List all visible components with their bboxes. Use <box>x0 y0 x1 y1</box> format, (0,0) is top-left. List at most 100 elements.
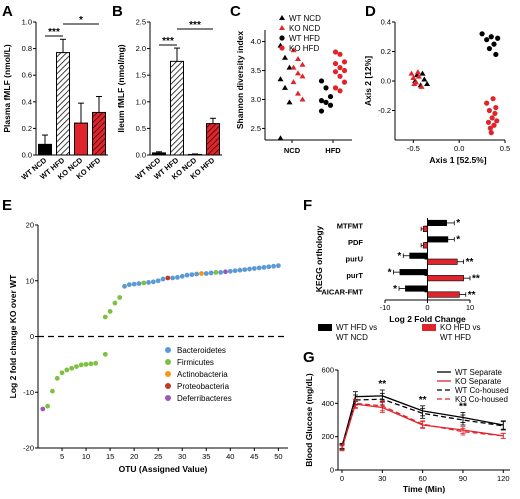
d-point <box>486 45 493 52</box>
e-point <box>78 362 84 368</box>
b-bar-wt-hfd <box>170 60 184 156</box>
e-x-tick-label: 20 <box>130 452 138 461</box>
f-significance-star: * <box>393 284 397 295</box>
f-category-label: AICAR-FMT <box>321 287 363 296</box>
d-point <box>424 80 431 86</box>
g-legend-label: WT Co-housed <box>455 386 509 395</box>
c-point <box>337 73 343 79</box>
d-x-tick-label: 0.5 <box>500 144 510 153</box>
e-point <box>50 388 55 394</box>
g-x-tick-label: 30 <box>378 474 386 483</box>
e-point <box>136 281 142 286</box>
a-y-axis-label: Plasma fMLF (nmol/L) <box>2 44 12 132</box>
panel-d-pcoa-chart: -0.2 0.0 0.2 0.4 -0.5 0.0 0.5 Axis 1 [52.5%] Axi… <box>363 18 510 166</box>
c-point <box>290 47 297 53</box>
e-point <box>223 269 228 275</box>
d-point <box>485 119 492 125</box>
c-point <box>341 59 348 65</box>
a-significance-star: *** <box>48 27 60 38</box>
a-y-tick-label: 0.4 <box>22 97 32 106</box>
g-legend-label: WT Separate <box>455 368 503 377</box>
e-point <box>150 279 156 285</box>
f-x-tick-label: 10 <box>466 303 474 312</box>
c-point <box>290 79 297 85</box>
b-bar-wt-ncd <box>152 152 166 156</box>
c-point <box>337 65 343 71</box>
e-y-tick-label: 10 <box>26 276 34 285</box>
panel-label-c: C <box>230 3 241 20</box>
e-x-tick-label: 30 <box>178 452 186 461</box>
e-point <box>45 403 51 409</box>
b-y-tick-label: 0.5 <box>136 124 146 133</box>
d-point <box>493 104 499 111</box>
a-bar-ko-hfd <box>92 111 106 156</box>
c-legend-marker <box>279 25 285 30</box>
g-y-axis-label: Blood Glucose (mg/dL) <box>304 373 314 467</box>
b-y-axis-label: Ileum fMLF (nmol/mg) <box>116 44 126 132</box>
f-significance-star: * <box>456 218 460 229</box>
f-legend-label: WT HFD <box>440 333 471 342</box>
f-legend-label: WT HFD vs <box>336 323 377 332</box>
e-y-axis-label: Log 2 fold change KO over WT <box>8 274 18 399</box>
f-bar-wt <box>399 269 428 276</box>
f-bar-ko <box>427 275 464 282</box>
d-point <box>415 73 422 79</box>
e-x-axis-label: OTU (Assigned Value) <box>119 464 208 474</box>
e-point <box>160 276 166 282</box>
e-point <box>213 269 219 275</box>
e-point <box>102 351 108 357</box>
c-point <box>318 98 325 104</box>
g-y-tick-label: 200 <box>321 432 334 441</box>
f-significance-star: ** <box>468 290 476 301</box>
f-bar-wt <box>405 285 428 292</box>
f-significance-star: * <box>388 267 392 278</box>
e-point <box>242 267 248 272</box>
e-point <box>189 272 195 278</box>
c-y-tick-label: 3.5 <box>251 66 261 75</box>
f-x-axis-label: Log 2 Fold Change <box>389 314 466 324</box>
c-point <box>332 69 339 75</box>
e-legend-marker <box>165 371 171 377</box>
c-point <box>327 102 334 108</box>
d-x-axis-label: Axis 1 [52.5%] <box>429 155 486 165</box>
panel-label-f: F <box>303 197 312 214</box>
d-point <box>489 115 495 121</box>
f-y-axis-label: KEGG orthology <box>314 225 324 292</box>
d-y-tick-label: 0.0 <box>381 77 391 86</box>
c-point <box>332 85 339 91</box>
d-x-tick-label: 0.0 <box>454 144 464 153</box>
c-point <box>299 61 306 67</box>
d-point <box>493 51 499 58</box>
e-point <box>251 266 257 271</box>
e-point <box>83 361 89 367</box>
e-x-tick-label: 40 <box>226 452 234 461</box>
d-point <box>421 76 428 82</box>
e-point <box>218 269 224 275</box>
g-y-tick-label: 400 <box>321 399 334 408</box>
c-point <box>341 79 348 85</box>
e-legend-marker <box>165 395 171 401</box>
e-legend-label: Proteobacteria <box>177 382 230 391</box>
b-significance-star: *** <box>162 36 174 47</box>
d-point <box>479 31 485 37</box>
c-point <box>295 55 301 61</box>
g-x-tick-label: 60 <box>418 474 426 483</box>
a-bar-wt-ncd <box>38 143 52 156</box>
e-point <box>40 406 46 412</box>
f-category-label: MTFMT <box>337 222 364 231</box>
b-y-tick-label: 2.5 <box>136 18 146 27</box>
e-point <box>146 280 151 285</box>
panel-label-d: D <box>365 3 376 20</box>
e-point <box>107 309 113 314</box>
e-legend-marker <box>165 383 171 389</box>
panel-label-a: A <box>2 3 13 20</box>
e-x-tick-label: 35 <box>202 452 210 461</box>
e-x-tick-label: 10 <box>82 452 90 461</box>
f-significance-star: ** <box>472 273 480 284</box>
e-legend-marker <box>165 347 171 353</box>
e-legend-label: Firmicutes <box>177 358 214 367</box>
a-y-tick-label: 0.6 <box>22 71 32 80</box>
c-point <box>282 54 288 60</box>
g-x-axis-label: Time (Min) <box>403 484 446 494</box>
